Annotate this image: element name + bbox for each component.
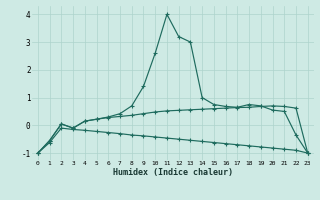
X-axis label: Humidex (Indice chaleur): Humidex (Indice chaleur) (113, 168, 233, 177)
